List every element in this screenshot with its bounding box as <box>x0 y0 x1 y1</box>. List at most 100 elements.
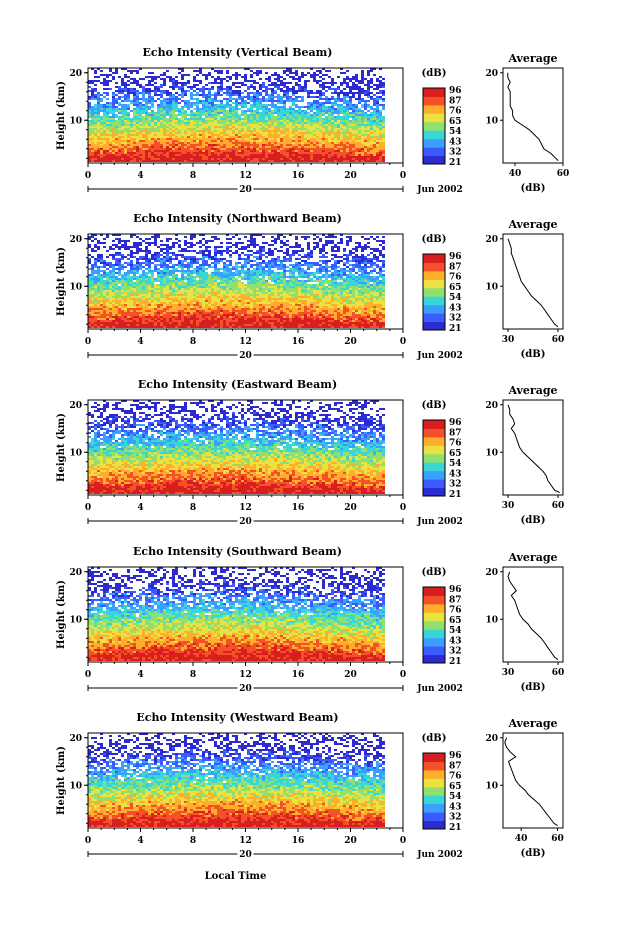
heatmap-cell <box>112 244 115 246</box>
heatmap-cell <box>382 236 385 238</box>
heatmap-cell <box>124 262 127 264</box>
heatmap-cell <box>97 120 100 122</box>
heatmap-cell <box>181 274 184 276</box>
heatmap-cell <box>172 80 175 82</box>
heatmap-cell <box>271 114 274 116</box>
heatmap-cell <box>283 154 286 156</box>
heatmap-cell <box>157 94 160 96</box>
heatmap-cell <box>256 98 259 100</box>
heatmap-cell <box>274 258 277 260</box>
heatmap-cell <box>103 152 106 154</box>
heatmap-cell <box>286 122 289 124</box>
heatmap-cell <box>370 140 373 142</box>
heatmap-cell <box>130 138 133 140</box>
heatmap-cell <box>112 100 115 102</box>
heatmap-cell <box>382 246 385 248</box>
heatmap-cell <box>163 142 166 144</box>
heatmap-cell <box>220 70 223 72</box>
heatmap-cell <box>343 250 346 252</box>
heatmap-cell <box>358 246 361 248</box>
heatmap-cell <box>319 84 322 86</box>
heatmap-cell <box>229 134 232 136</box>
heatmap-cell <box>112 276 115 278</box>
heatmap-cell <box>211 262 214 264</box>
heatmap-cell <box>169 252 172 254</box>
heatmap-cell <box>322 112 325 114</box>
heatmap-cell <box>244 236 247 238</box>
heatmap-cell <box>325 74 328 76</box>
heatmap-cell <box>223 104 226 106</box>
heatmap-cell <box>94 276 97 278</box>
heatmap-cell <box>343 78 346 80</box>
heatmap-cell <box>235 134 238 136</box>
heatmap-cell <box>232 98 235 100</box>
heatmap-cell <box>175 256 178 258</box>
heatmap-cell <box>115 262 118 264</box>
heatmap-cell <box>214 136 217 138</box>
heatmap-cell <box>133 104 136 106</box>
heatmap-cell <box>319 112 322 114</box>
heatmap-cell <box>184 136 187 138</box>
heatmap-cell <box>205 108 208 110</box>
heatmap-cell <box>187 124 190 126</box>
heatmap-cell <box>172 242 175 244</box>
heatmap-cell <box>382 152 385 154</box>
heatmap-cell <box>349 240 352 242</box>
heatmap-cell <box>163 160 166 162</box>
heatmap-cell <box>316 264 319 266</box>
heatmap-cell <box>355 106 358 108</box>
heatmap-cell <box>358 86 361 88</box>
heatmap-cell <box>265 100 268 102</box>
heatmap-cell <box>226 248 229 250</box>
heatmap-cell <box>166 128 169 130</box>
heatmap-cell <box>355 160 358 162</box>
heatmap-cell <box>133 98 136 100</box>
heatmap-cell <box>100 100 103 102</box>
heatmap-cell <box>112 114 115 116</box>
heatmap-cell <box>361 270 364 272</box>
heatmap-cell <box>361 146 364 148</box>
heatmap-cell <box>148 92 151 94</box>
heatmap-cell <box>136 156 139 158</box>
heatmap-cell <box>100 122 103 124</box>
heatmap-cell <box>181 128 184 130</box>
heatmap-cell <box>187 152 190 154</box>
heatmap-cell <box>337 256 340 258</box>
heatmap-cell <box>199 144 202 146</box>
heatmap-cell <box>235 86 238 88</box>
heatmap-cell <box>379 128 382 130</box>
heatmap-cell <box>190 124 193 126</box>
heatmap-cell <box>91 92 94 94</box>
heatmap-cell <box>103 262 106 264</box>
heatmap-cell <box>274 248 277 250</box>
heatmap-cell <box>115 150 118 152</box>
heatmap-cell <box>196 154 199 156</box>
heatmap-cell <box>157 142 160 144</box>
heatmap-cell <box>214 130 217 132</box>
heatmap-cell <box>286 114 289 116</box>
heatmap-cell <box>259 88 262 90</box>
heatmap-cell <box>211 266 214 268</box>
heatmap-cell <box>355 250 358 252</box>
heatmap-cell <box>130 78 133 80</box>
heatmap-cell <box>244 130 247 132</box>
heatmap-cell <box>376 78 379 80</box>
heatmap-cell <box>268 154 271 156</box>
heatmap-cell <box>91 124 94 126</box>
heatmap-cell <box>247 260 250 262</box>
heatmap-cell <box>280 144 283 146</box>
heatmap-cell <box>265 88 268 90</box>
heatmap-cell <box>319 264 322 266</box>
heatmap-cell <box>277 96 280 98</box>
heatmap-cell <box>235 126 238 128</box>
heatmap-cell <box>256 256 259 258</box>
heatmap-cell <box>151 122 154 124</box>
heatmap-cell <box>298 126 301 128</box>
heatmap-cell <box>184 146 187 148</box>
heatmap-cell <box>118 270 121 272</box>
heatmap-cell <box>103 274 106 276</box>
heatmap-cell <box>190 244 193 246</box>
heatmap-cell <box>280 102 283 104</box>
heatmap-cell <box>184 120 187 122</box>
heatmap-cell <box>190 148 193 150</box>
